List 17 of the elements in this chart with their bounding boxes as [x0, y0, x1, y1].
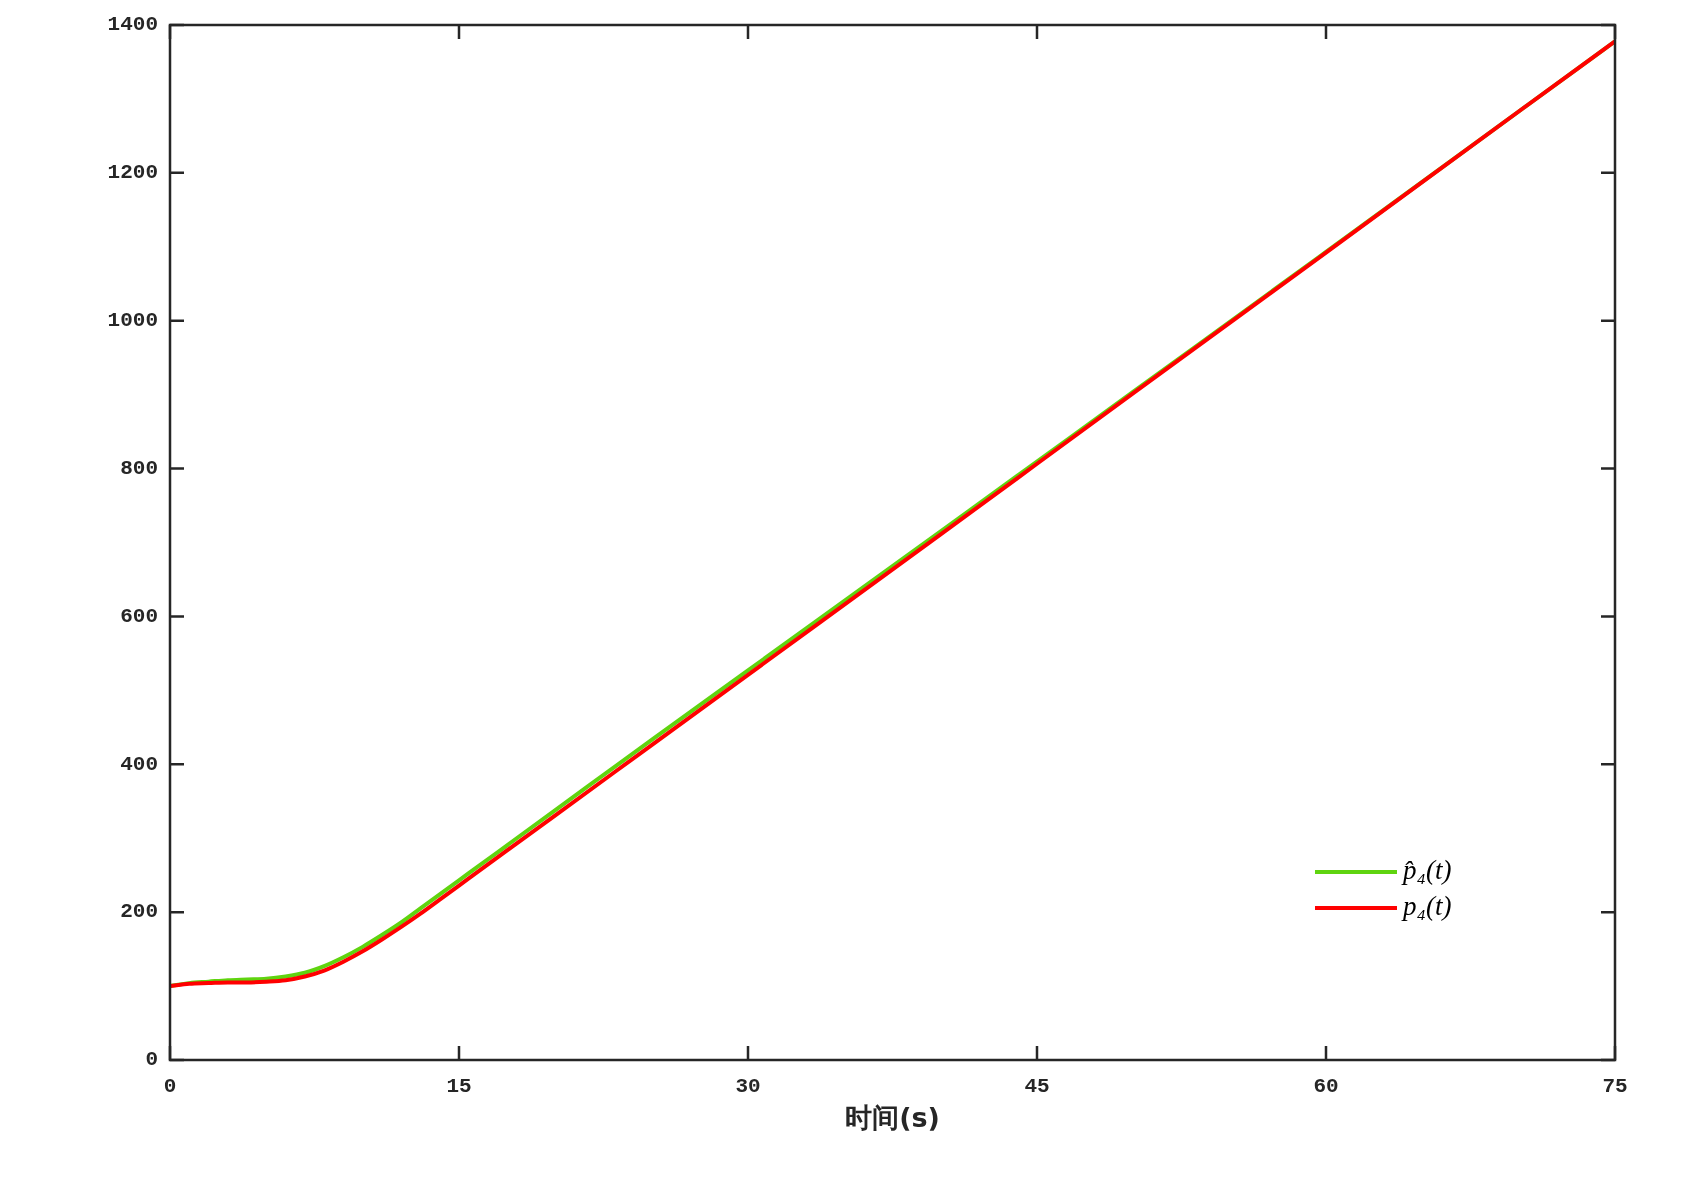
y-tick-label: 400	[120, 752, 158, 776]
x-tick-label: 45	[1024, 1074, 1050, 1098]
x-axis-title: 时间(s)	[845, 1101, 940, 1133]
x-tick-label: 30	[735, 1074, 761, 1098]
x-tick-label: 0	[163, 1074, 177, 1098]
y-tick-label: 600	[120, 604, 158, 628]
y-tick-label: 800	[120, 456, 158, 480]
x-tick-label: 15	[446, 1074, 472, 1098]
x-tick-label: 60	[1313, 1074, 1339, 1098]
y-tick-label: 1400	[107, 13, 158, 37]
y-tick-label: 0	[145, 1048, 158, 1072]
legend-label: p₄(t)	[1401, 891, 1452, 922]
y-tick-label: 1000	[107, 309, 158, 333]
y-tick-label: 1200	[107, 161, 158, 185]
x-tick-label: 75	[1602, 1074, 1628, 1098]
legend-label: p̂₄(t)	[1401, 855, 1452, 886]
y-tick-label: 200	[120, 900, 158, 924]
